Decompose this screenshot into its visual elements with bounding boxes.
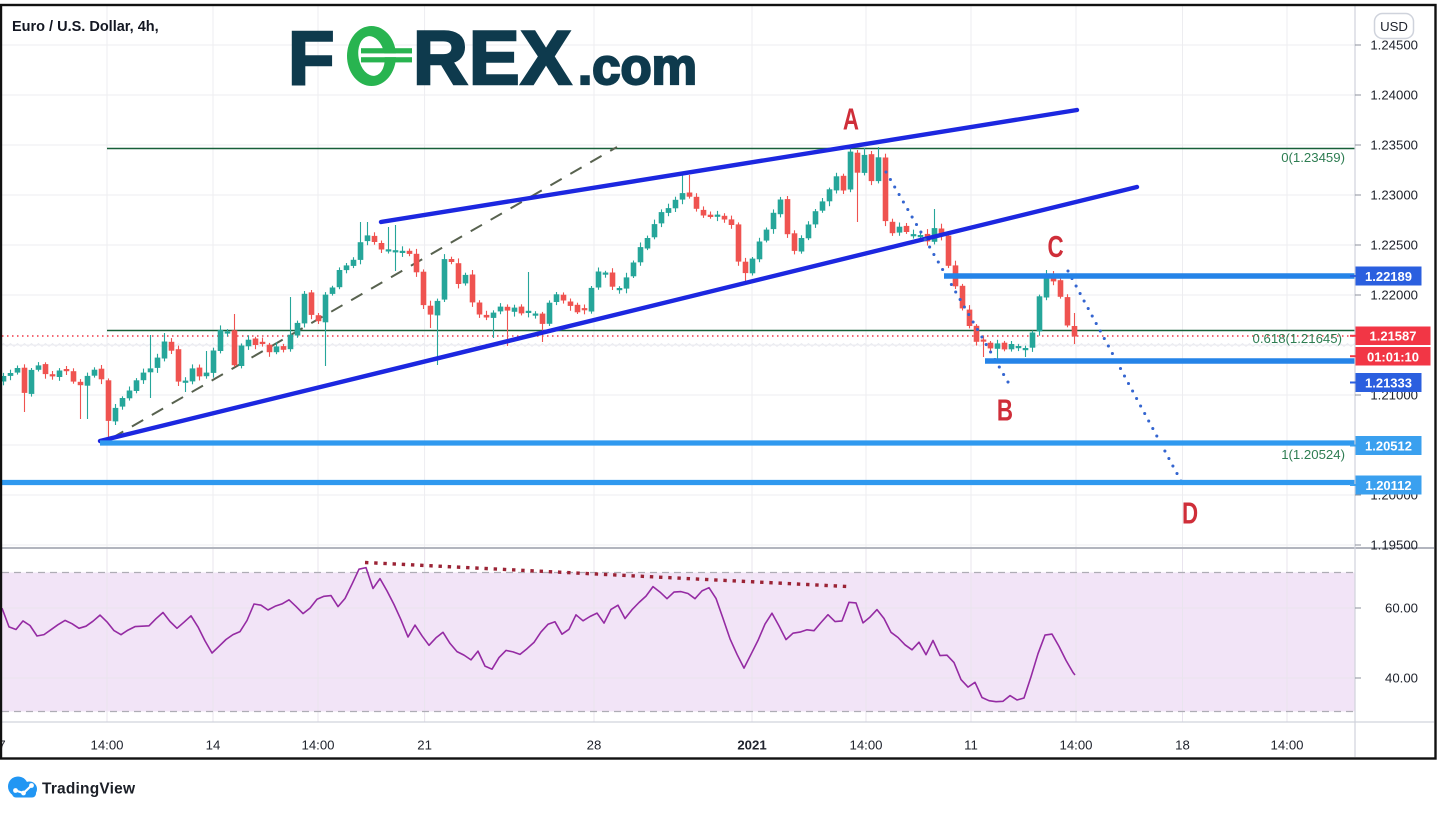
svg-text:14:00: 14:00 — [1059, 738, 1092, 753]
svg-text:21: 21 — [417, 738, 432, 753]
svg-text:Euro / U.S. Dollar, 4h,: Euro / U.S. Dollar, 4h, — [12, 19, 159, 35]
svg-text:.com: .com — [578, 38, 697, 95]
svg-text:1.22000: 1.22000 — [1370, 288, 1418, 303]
svg-text:1.24000: 1.24000 — [1370, 88, 1418, 103]
svg-text:0.618(1.21645): 0.618(1.21645) — [1253, 331, 1342, 346]
svg-text:0(1.23459): 0(1.23459) — [1281, 150, 1345, 165]
svg-text:1.19500: 1.19500 — [1370, 538, 1418, 553]
svg-text:14:00: 14:00 — [1270, 738, 1303, 753]
svg-text:14:00: 14:00 — [849, 738, 882, 753]
svg-text:1.20512: 1.20512 — [1365, 439, 1412, 454]
svg-text:14:00: 14:00 — [301, 738, 334, 753]
svg-text:1.23500: 1.23500 — [1370, 138, 1418, 153]
svg-text:TradingView: TradingView — [42, 781, 136, 798]
svg-text:REX: REX — [413, 16, 572, 101]
svg-text:1.24500: 1.24500 — [1370, 38, 1418, 53]
svg-text:18: 18 — [1175, 738, 1190, 753]
svg-text:1(1.20524): 1(1.20524) — [1281, 447, 1345, 462]
svg-text:1.23000: 1.23000 — [1370, 188, 1418, 203]
svg-text:1.22500: 1.22500 — [1370, 238, 1418, 253]
svg-text:2021: 2021 — [737, 738, 766, 753]
svg-text:11: 11 — [964, 738, 978, 753]
svg-text:60.00: 60.00 — [1385, 601, 1418, 616]
svg-text:14:00: 14:00 — [90, 738, 123, 753]
svg-text:1.22189: 1.22189 — [1365, 269, 1412, 284]
svg-text:USD: USD — [1380, 19, 1408, 34]
svg-text:F: F — [288, 16, 335, 101]
svg-text:1.21587: 1.21587 — [1370, 329, 1417, 344]
svg-text:01:01:10: 01:01:10 — [1367, 349, 1419, 364]
svg-text:A: A — [843, 102, 859, 136]
svg-text:7: 7 — [0, 738, 6, 753]
svg-text:40.00: 40.00 — [1385, 671, 1418, 686]
svg-text:C: C — [1047, 229, 1063, 263]
svg-text:B: B — [997, 393, 1013, 427]
svg-text:28: 28 — [587, 738, 602, 753]
svg-text:1.20112: 1.20112 — [1365, 478, 1411, 493]
svg-text:1.21333: 1.21333 — [1365, 376, 1412, 391]
svg-text:D: D — [1182, 496, 1198, 530]
svg-text:14: 14 — [206, 738, 221, 753]
